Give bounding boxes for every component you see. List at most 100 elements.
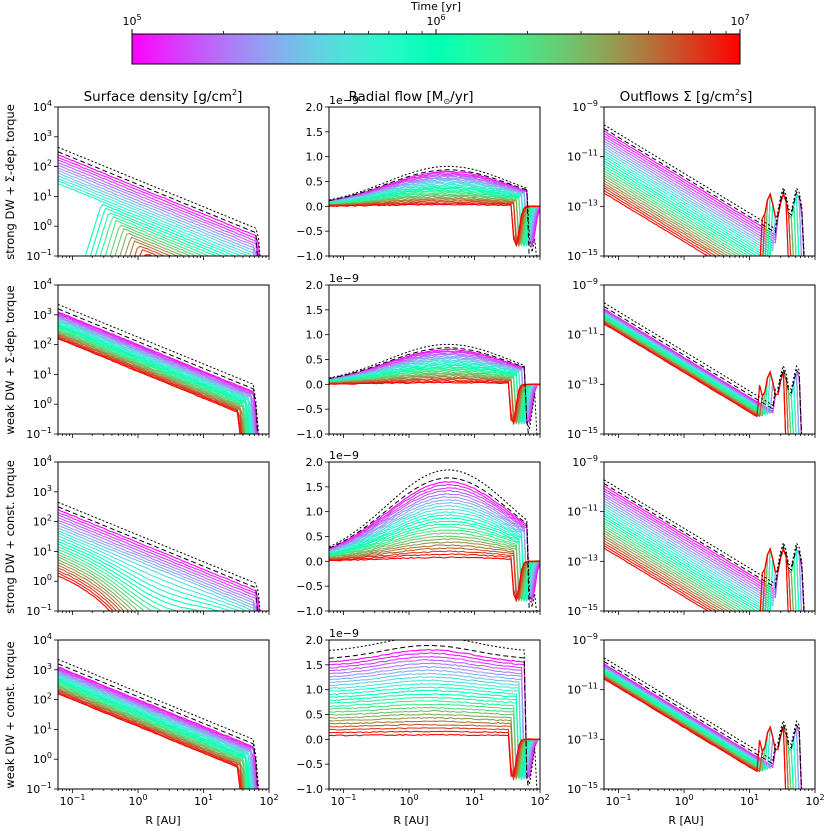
y-tick-label: 103	[33, 307, 52, 322]
reference-dashed-line	[58, 663, 259, 789]
col-title-flow: Radial flow [M⊙/yr]	[348, 89, 473, 106]
series-line	[58, 330, 246, 434]
series-line	[124, 236, 179, 256]
series-line	[329, 655, 540, 781]
series-line	[329, 172, 540, 248]
series-line	[58, 689, 243, 789]
series-line	[58, 326, 249, 434]
series-line	[329, 493, 540, 602]
series-line	[58, 553, 146, 611]
series-line	[329, 720, 540, 778]
series-line	[58, 329, 247, 434]
series-line	[329, 499, 540, 600]
series-line	[329, 189, 540, 244]
panel-r4-c1: 10−1 100 101 102 10−1 100 101 102 103 104	[26, 632, 278, 808]
axes-frame	[603, 461, 816, 612]
series-line	[58, 320, 253, 434]
series-line	[329, 666, 540, 777]
series-line	[329, 526, 540, 601]
y-tick-label: 0.5	[306, 176, 324, 189]
y-tick-label: 0.5	[306, 354, 324, 367]
series-line	[58, 530, 252, 611]
series-line	[329, 520, 540, 602]
series-line	[58, 532, 249, 611]
panel-r2-c1: 10−1 100 101 102 103 104	[26, 277, 270, 441]
y-axis: 10−1 100 101 102 103 104	[26, 632, 58, 796]
x-tick-label: 10−1	[331, 793, 357, 808]
series-line	[604, 323, 787, 434]
plot-area	[329, 165, 540, 256]
y-tick-label: 10−15	[567, 248, 598, 263]
series-line	[58, 678, 250, 789]
series-line	[329, 727, 540, 779]
series-line	[58, 323, 251, 434]
series-line	[58, 522, 256, 611]
series-line	[604, 493, 802, 611]
series-line	[329, 496, 540, 602]
series-line	[109, 224, 199, 256]
axes-frame	[57, 284, 270, 435]
series-line	[58, 667, 258, 789]
x-tick-label: 102	[805, 793, 824, 808]
reference-dashed-line	[604, 306, 802, 434]
y-tick-label: 1.0	[306, 151, 324, 164]
series-line	[329, 710, 540, 781]
row-label-3: strong DW + const. torque	[3, 460, 17, 614]
y-tick-label: 0.0	[306, 555, 324, 568]
y-tick-label: 10−11	[567, 327, 598, 342]
x-axis	[328, 256, 541, 260]
series-line	[329, 662, 540, 780]
plot-area	[329, 640, 540, 789]
series-line	[58, 692, 242, 789]
col-title-density: Surface density [g/cm2]	[84, 88, 243, 105]
reference-dashed-line	[329, 477, 530, 611]
x-tick-label: 101	[194, 793, 213, 808]
series-line	[329, 483, 540, 603]
series-line	[58, 680, 250, 789]
series-line	[58, 164, 257, 256]
series-line	[329, 550, 540, 602]
y-tick-label: 1.5	[306, 304, 324, 317]
xlabel-col2: R [AU]	[393, 814, 428, 827]
reference-dashed-line	[329, 169, 530, 256]
y-tick-label: 1.5	[306, 481, 324, 494]
y-tick-label: 100	[33, 573, 52, 588]
y-tick-label: 101	[33, 721, 52, 736]
panel-r1-c3: 10−15 10−13 10−11 10−9	[567, 99, 816, 263]
series-line	[329, 351, 540, 426]
y-tick-label: 102	[33, 159, 52, 174]
series-line	[329, 659, 540, 779]
x-axis	[328, 434, 541, 438]
y-tick-label: 10−1	[26, 426, 52, 441]
series-line	[84, 203, 230, 256]
y-tick-label: 10−1	[26, 248, 52, 263]
x-axis	[57, 256, 270, 260]
y-axis: 10−1 100 101 102 103 104	[26, 454, 58, 618]
series-line	[58, 559, 134, 611]
y-tick-label: 104	[33, 277, 52, 292]
series-line	[604, 153, 800, 256]
row-label-1: strong DW + Σ-dep. torque	[3, 104, 17, 260]
series-line	[329, 505, 540, 602]
y-tick-label: 1.5	[306, 126, 324, 139]
x-tick-label: 10−1	[60, 793, 86, 808]
series-line	[58, 674, 254, 789]
series-line	[329, 547, 540, 599]
series-line	[58, 315, 256, 434]
reference-dotted-line	[329, 640, 538, 789]
y-tick-label: 2.0	[306, 456, 324, 469]
y-tick-label: 10−13	[567, 376, 598, 391]
plot-area	[329, 343, 540, 434]
series-line	[604, 488, 805, 611]
series-line	[329, 532, 540, 602]
y-tick-label: 2.0	[306, 279, 324, 292]
row-label-2: weak DW + Σ-dep. torque	[3, 285, 17, 434]
series-line	[58, 548, 163, 611]
reference-dashed-line	[604, 483, 805, 611]
colorbar-tick-label: 105	[122, 13, 141, 28]
y-tick-label: 2.0	[306, 634, 324, 647]
x-axis: 10−1 100 101 102	[603, 789, 825, 808]
axes-frame	[603, 639, 816, 790]
series-line	[329, 517, 540, 602]
y-tick-label: 102	[33, 692, 52, 707]
